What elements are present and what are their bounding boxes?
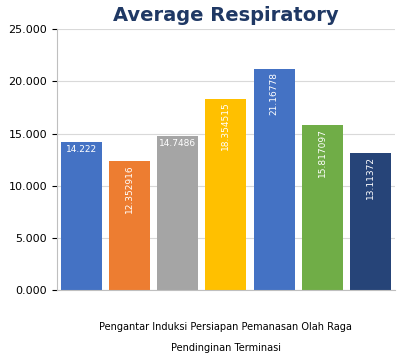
Text: Pengantar Induksi Persiapan Pemanasan Olah Raga: Pengantar Induksi Persiapan Pemanasan Ol… — [99, 322, 352, 332]
Y-axis label: Breath Per Minute: Breath Per Minute — [0, 110, 3, 210]
Text: 13.11372: 13.11372 — [366, 156, 375, 199]
Bar — [109, 161, 150, 290]
Text: 14.7486: 14.7486 — [159, 139, 196, 148]
Bar — [254, 69, 295, 290]
Bar — [157, 136, 198, 290]
Text: 21.16778: 21.16778 — [270, 72, 279, 115]
Text: 18.354515: 18.354515 — [221, 102, 230, 150]
Text: 14.222: 14.222 — [66, 145, 97, 154]
Title: Average Respiratory: Average Respiratory — [113, 6, 339, 25]
Text: Pendinginan Terminasi: Pendinginan Terminasi — [171, 343, 281, 353]
Text: 12.352916: 12.352916 — [125, 164, 134, 213]
Bar — [350, 153, 391, 290]
Bar — [302, 125, 343, 290]
Bar — [61, 142, 102, 290]
Text: 15.817097: 15.817097 — [318, 128, 327, 177]
Bar — [206, 98, 246, 290]
